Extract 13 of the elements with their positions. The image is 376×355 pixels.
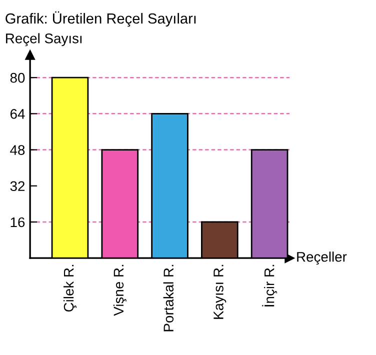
y-axis-title: Reçel Sayısı [6, 33, 82, 46]
y-tick-label: 80 [10, 72, 25, 83]
y-tick-label: 16 [10, 217, 25, 228]
x-tick-label: Kayısı R. [214, 264, 226, 319]
x-tick-label: İnçir R. [262, 264, 278, 306]
chart-title: Grafik: Üretilen Reçel Sayıları [6, 11, 196, 27]
y-tick-label: 48 [10, 145, 25, 155]
y-tick-label: 64 [10, 109, 25, 119]
x-axis-title: Reçeller [297, 252, 347, 265]
y-tick-label: 32 [10, 181, 25, 192]
x-tick-label: Vişne R. [113, 264, 126, 316]
x-tick-label: Portakal R. [163, 264, 174, 332]
x-tick-label: Çilek R. [63, 264, 76, 312]
